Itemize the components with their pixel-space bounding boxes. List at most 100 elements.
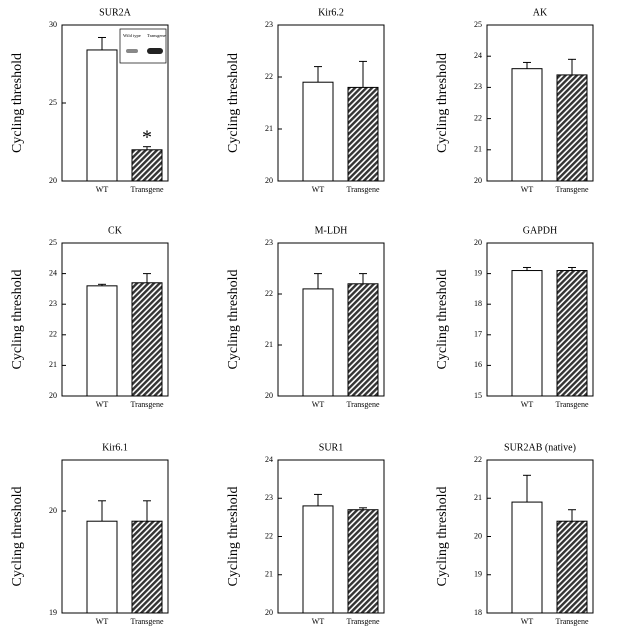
y-tick-label: 22	[474, 113, 482, 122]
x-tick-label: WT	[521, 617, 534, 626]
y-tick-label: 23	[265, 238, 273, 247]
x-tick-label: Transgene	[130, 617, 163, 626]
y-tick-label: 20	[474, 238, 482, 247]
chart-title: SUR1	[319, 442, 343, 453]
y-tick-label: 18	[474, 299, 482, 308]
x-tick-label: Transgene	[555, 617, 588, 626]
bar	[511, 270, 543, 397]
y-tick-label: 30	[49, 20, 57, 29]
y-tick-label: 20	[474, 531, 482, 540]
bar	[556, 270, 588, 397]
x-tick-label: Transgene	[555, 185, 588, 194]
inset-frame	[119, 28, 167, 64]
x-tick-label: WT	[312, 400, 325, 409]
x-tick-label: WT	[521, 400, 534, 409]
x-tick-label: Transgene	[555, 400, 588, 409]
y-tick-label: 20	[265, 391, 273, 400]
y-tick-label: 21	[265, 570, 273, 579]
bar	[511, 68, 543, 182]
x-tick-label: WT	[96, 400, 109, 409]
bar	[511, 501, 543, 614]
y-tick-label: 22	[49, 330, 57, 339]
y-tick-label: 24	[265, 455, 273, 464]
y-axis-label: Cycling threshold	[435, 53, 450, 153]
y-tick-label: 20	[49, 176, 57, 185]
bar	[556, 520, 588, 614]
chart-title: GAPDH	[523, 225, 557, 236]
y-tick-label: 20	[474, 176, 482, 185]
x-tick-label: WT	[96, 617, 109, 626]
x-tick-label: WT	[521, 185, 534, 194]
y-tick-label: 22	[265, 72, 273, 81]
y-tick-label: 19	[474, 570, 482, 579]
x-tick-label: Transgene	[346, 185, 379, 194]
x-tick-label: WT	[96, 185, 109, 194]
y-tick-label: 25	[49, 98, 57, 107]
chart-title: AK	[533, 7, 548, 18]
y-tick-label: 15	[474, 391, 482, 400]
y-axis-label: Cycling threshold	[10, 487, 25, 587]
bar	[86, 49, 118, 182]
y-tick-label: 25	[474, 20, 482, 29]
chart-title: Kir6.2	[318, 7, 344, 18]
x-tick-label: Transgene	[346, 400, 379, 409]
y-tick-label: 20	[49, 506, 57, 515]
y-axis-label: Cycling threshold	[10, 270, 25, 370]
y-tick-label: 22	[265, 531, 273, 540]
bar	[347, 509, 379, 614]
y-tick-label: 21	[49, 360, 57, 369]
y-tick-label: 24	[474, 51, 482, 60]
y-tick-label: 18	[474, 608, 482, 617]
y-tick-label: 23	[49, 299, 57, 308]
y-axis-label: Cycling threshold	[226, 270, 241, 370]
y-tick-label: 21	[265, 340, 273, 349]
y-tick-label: 17	[474, 330, 482, 339]
bar	[302, 81, 334, 182]
y-tick-label: 23	[265, 493, 273, 502]
inset-label: Wild type	[123, 33, 141, 38]
y-tick-label: 19	[474, 268, 482, 277]
annotation: *	[142, 126, 152, 148]
inset-label: Transgene	[147, 33, 166, 38]
blot-band	[126, 49, 138, 53]
y-tick-label: 20	[265, 176, 273, 185]
bar	[131, 520, 163, 614]
y-tick-label: 22	[265, 289, 273, 298]
chart-title: SUR2A	[99, 7, 131, 18]
chart-title: Kir6.1	[102, 442, 128, 453]
y-tick-label: 16	[474, 360, 482, 369]
y-tick-label: 24	[49, 268, 57, 277]
x-tick-label: WT	[312, 185, 325, 194]
bar	[556, 74, 588, 182]
bar	[131, 149, 163, 182]
y-tick-label: 22	[474, 455, 482, 464]
y-tick-label: 20	[49, 391, 57, 400]
bar	[302, 288, 334, 397]
x-tick-label: Transgene	[130, 400, 163, 409]
y-axis-label: Cycling threshold	[435, 270, 450, 370]
chart-title: CK	[108, 225, 123, 236]
y-tick-label: 25	[49, 238, 57, 247]
y-axis-label: Cycling threshold	[10, 53, 25, 153]
y-tick-label: 20	[265, 608, 273, 617]
y-tick-label: 23	[474, 82, 482, 91]
y-axis-label: Cycling threshold	[226, 487, 241, 587]
bar	[86, 520, 118, 614]
x-tick-label: Transgene	[346, 617, 379, 626]
bar	[347, 283, 379, 397]
x-tick-label: WT	[312, 617, 325, 626]
y-axis-label: Cycling threshold	[435, 487, 450, 587]
y-tick-label: 21	[474, 145, 482, 154]
chart-title: SUR2AB (native)	[504, 442, 576, 453]
y-tick-label: 23	[265, 20, 273, 29]
bar	[86, 285, 118, 397]
y-tick-label: 19	[49, 608, 57, 617]
bar	[302, 505, 334, 614]
x-tick-label: Transgene	[130, 185, 163, 194]
y-axis-label: Cycling threshold	[226, 53, 241, 153]
blot-band	[147, 48, 163, 54]
chart-title: M-LDH	[315, 225, 348, 236]
y-tick-label: 21	[265, 124, 273, 133]
